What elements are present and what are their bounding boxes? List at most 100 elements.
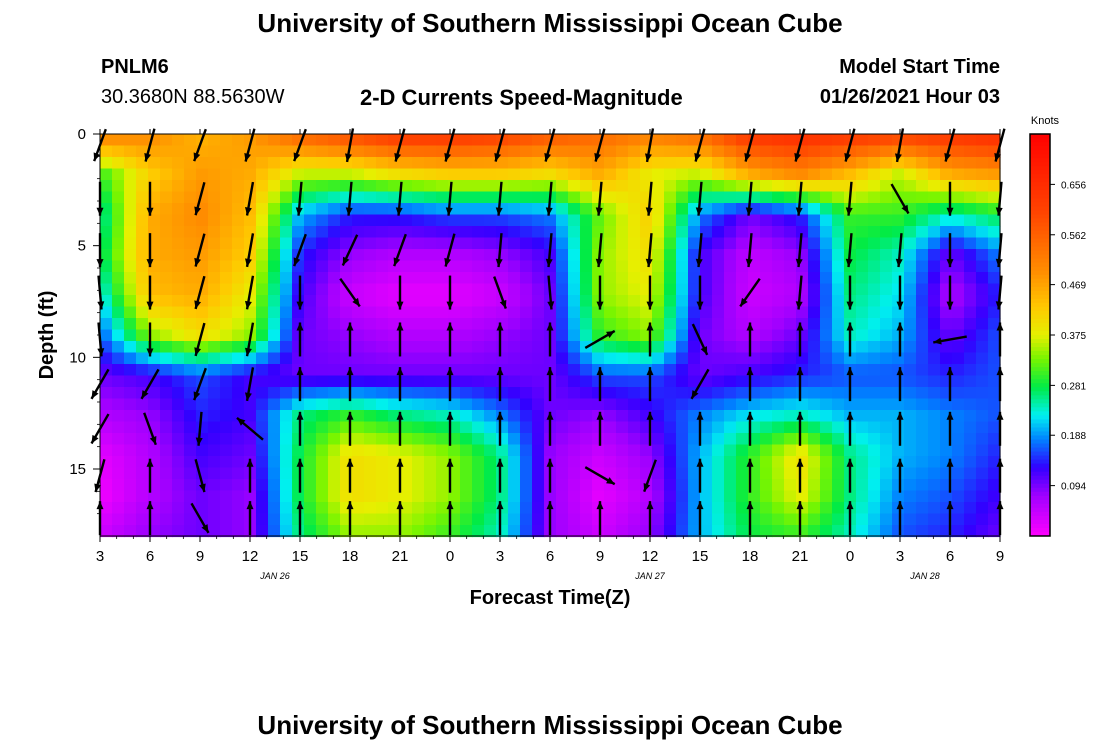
heatmap-cell [592,387,605,400]
heatmap-cell [820,398,833,411]
heatmap-cell [784,306,797,319]
heatmap-cell [904,444,917,457]
heatmap-cell [112,168,125,181]
heatmap-cell [772,352,785,365]
heatmap-cell [340,214,353,227]
heatmap-cell [508,145,521,158]
heatmap-cell [700,479,713,492]
heatmap-cell [808,421,821,434]
heatmap-cell [112,191,125,204]
heatmap-cell [616,157,629,170]
heatmap-cell [400,513,413,526]
heatmap-cell [952,157,965,170]
heatmap-cell [520,260,533,273]
heatmap-cell [508,387,521,400]
heatmap-cell [388,352,401,365]
heatmap-cell [820,214,833,227]
heatmap-cell [124,479,137,492]
heatmap-cell [280,341,293,354]
heatmap-cell [724,398,737,411]
heatmap-cell [232,456,245,469]
heatmap-cell [784,272,797,285]
heatmap-cell [220,398,233,411]
current-arrow [545,233,553,268]
heatmap-cell [688,341,701,354]
heatmap-cell [820,203,833,216]
heatmap-cell [100,272,113,285]
heatmap-cell [436,467,449,480]
heatmap-cell [520,421,533,434]
heatmap-cell [196,226,209,239]
heatmap-cell [916,513,929,526]
heatmap-cell [208,525,221,538]
heatmap-cell [880,398,893,411]
current-arrow [546,501,554,536]
current-arrow [244,367,255,402]
heatmap-cell [472,214,485,227]
heatmap-cell [880,214,893,227]
heatmap-cell [832,525,845,538]
heatmap-cell [136,329,149,342]
heatmap-cell [364,214,377,227]
heatmap-cell [112,352,125,365]
current-arrow [596,501,604,536]
heatmap-cell [472,157,485,170]
heatmap-cell [268,364,281,377]
heatmap-cell [232,249,245,262]
heatmap-cell [100,364,113,377]
heatmap-cell [808,226,821,239]
current-arrow [796,411,804,446]
heatmap-cell [928,456,941,469]
heatmap-cell [136,168,149,181]
current-arrow [896,501,904,536]
current-arrow [339,277,361,308]
heatmap-cell [184,364,197,377]
heatmap-cell [184,329,197,342]
heatmap-cell [604,226,617,239]
current-arrow [946,367,954,402]
heatmap-cell [328,398,341,411]
heatmap-cell [712,272,725,285]
heatmap-cell [592,433,605,446]
heatmap-cell [208,180,221,193]
heatmap-cell [556,387,569,400]
heatmap-cell [112,433,125,446]
heatmap-cell [496,168,509,181]
heatmap-cell [424,329,437,342]
heatmap-cell [712,157,725,170]
heatmap-cell [760,283,773,296]
heatmap-cell [976,502,989,515]
heatmap-cell [388,157,401,170]
colorbar-swatch [1030,258,1050,264]
heatmap-cell [724,444,737,457]
heatmap-cell [760,502,773,515]
heatmap-cell [820,249,833,262]
heatmap-cell [424,226,437,239]
colorbar-swatch [1030,290,1050,296]
heatmap-cell [448,490,461,503]
heatmap-cell [904,134,917,147]
heatmap-cell [616,410,629,423]
heatmap-cell [964,157,977,170]
heatmap-cell [496,421,509,434]
x-tick-label: 9 [196,548,204,565]
heatmap-cell [952,134,965,147]
current-arrow [745,233,753,268]
heatmap-cell [592,157,605,170]
heatmap-cell [316,145,329,158]
heatmap-cell [772,306,785,319]
heatmap-cell [520,398,533,411]
colorbar-swatch [1030,503,1050,509]
heatmap-cell [100,306,113,319]
heatmap-cell [100,249,113,262]
heatmap-cell [424,318,437,331]
current-arrow [244,233,255,268]
heatmap-cell [304,525,317,538]
heatmap-cell [436,283,449,296]
heatmap-cell [808,513,821,526]
heatmap-cell [460,444,473,457]
heatmap-cell [616,513,629,526]
heatmap-cell [352,410,365,423]
heatmap-cell [700,513,713,526]
heatmap-cell [724,283,737,296]
